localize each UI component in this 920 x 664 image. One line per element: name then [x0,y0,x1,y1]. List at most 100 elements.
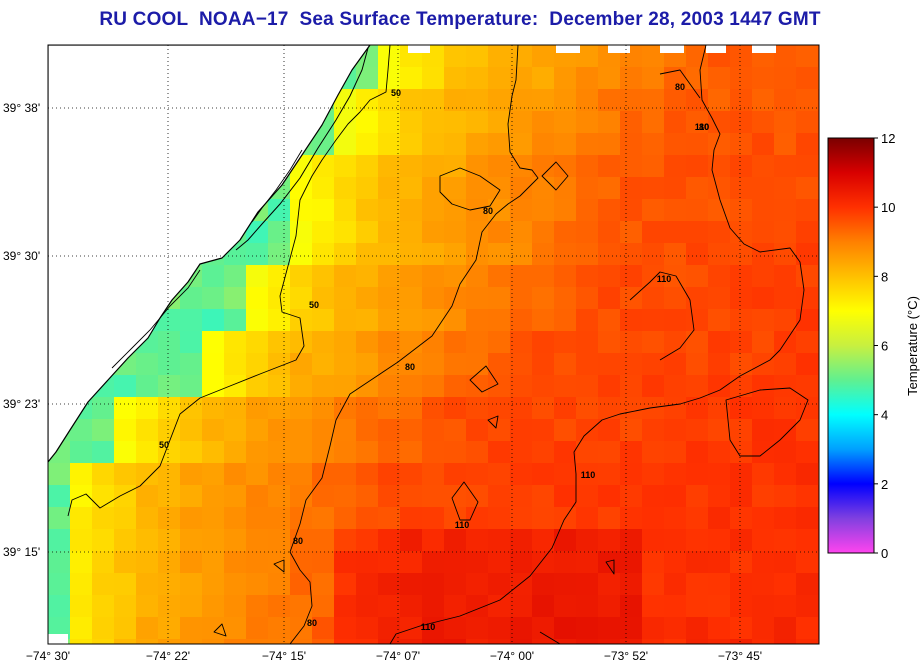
sst-cell [488,111,511,134]
sst-cell [620,551,643,574]
sst-cell [444,419,467,442]
sst-cell [576,177,599,200]
sst-cell [312,309,335,332]
sst-cell [114,375,137,398]
sst-cell [752,243,775,266]
sst-cell [752,111,775,134]
sst-cell [752,463,775,486]
sst-cell [774,133,797,156]
sst-cell [488,397,511,420]
sst-cell [422,507,445,530]
sst-cell [290,221,313,244]
sst-cell [422,177,445,200]
sst-cell [444,507,467,530]
sst-cell [180,485,203,508]
sst-cell [598,463,621,486]
sst-cell [312,639,335,644]
sst-cell [290,199,313,222]
sst-cell [158,551,181,574]
sst-cell [686,265,709,288]
sst-cell [576,67,599,90]
sst-cell [620,485,643,508]
sst-cell [356,397,379,420]
sst-cell [730,199,753,222]
sst-cell [752,287,775,310]
sst-cell [444,199,467,222]
sst-cell [180,441,203,464]
sst-cell [510,617,533,640]
sst-cell [554,529,577,552]
sst-cell [686,133,709,156]
sst-cell [576,573,599,596]
sst-cell [378,133,401,156]
sst-cell [224,375,247,398]
sst-cell [488,617,511,640]
sst-cell [708,485,731,508]
sst-cell [774,221,797,244]
sst-cell [444,111,467,134]
sst-cell [752,199,775,222]
sst-cell [598,89,621,112]
sst-cell [488,375,511,398]
sst-cell [312,331,335,354]
sst-cell [642,485,665,508]
sst-cell [466,155,489,178]
sst-cell [422,529,445,552]
sst-cell [444,155,467,178]
contour-label: 80 [293,536,303,546]
sst-cell [268,529,291,552]
sst-cell [92,617,115,640]
longitude-axis: −74° 30' −74° 22' −74° 15' −74° 07' −74° 00'… [26,649,762,663]
sst-cell [642,507,665,530]
sst-cell [554,441,577,464]
sst-cell [202,441,225,464]
sst-cell [356,309,379,332]
sst-cell [312,221,335,244]
sst-cell [400,375,423,398]
sst-cell [444,639,467,644]
colorbar-title: Temperature (°C) [905,296,920,396]
sst-cell [268,265,291,288]
sst-cell [620,529,643,552]
sst-cell [620,111,643,134]
sst-cell [598,309,621,332]
sst-cell [114,639,137,644]
map-frame [47,44,820,645]
sst-cell [224,353,247,376]
sst-cell [356,243,379,266]
sst-cell [466,199,489,222]
sst-cell [334,529,357,552]
cloud-mask [706,45,726,53]
sst-cell [268,595,291,618]
sst-cell [664,111,687,134]
sst-cell [510,529,533,552]
sst-cell [290,551,313,574]
sst-cell [466,331,489,354]
sst-cell [224,595,247,618]
sst-cell [708,617,731,640]
isotherm-line [487,415,499,429]
sst-cell [246,397,269,420]
sst-cell [664,199,687,222]
sst-cell [510,353,533,376]
sst-cell [642,155,665,178]
sst-cell [246,265,269,288]
sst-cell [730,485,753,508]
sst-cell [334,463,357,486]
sst-cell [642,463,665,486]
sst-cell [730,507,753,530]
sst-cell [598,573,621,596]
sst-cell [664,177,687,200]
sst-cell [796,529,819,552]
sst-cell [642,375,665,398]
sst-cell [444,485,467,508]
sst-cell [752,639,775,644]
sst-cell [92,507,115,530]
sst-cell [796,331,819,354]
barrier-island [235,47,369,251]
sst-cell [532,551,555,574]
sst-cell [400,617,423,640]
sst-cell [752,353,775,376]
sst-cell [532,287,555,310]
sst-cell [290,243,313,266]
